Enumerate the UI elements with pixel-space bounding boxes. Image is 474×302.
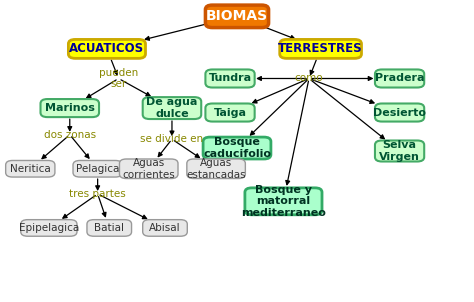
- Text: pueden
ser: pueden ser: [99, 68, 138, 89]
- FancyBboxPatch shape: [68, 40, 146, 58]
- Text: Batial: Batial: [94, 223, 124, 233]
- Text: Taiga: Taiga: [213, 108, 246, 117]
- FancyBboxPatch shape: [119, 159, 178, 178]
- Text: tres partes: tres partes: [69, 189, 126, 199]
- Text: TERRESTRES: TERRESTRES: [278, 42, 363, 55]
- FancyBboxPatch shape: [6, 160, 55, 177]
- Text: Pelagica: Pelagica: [76, 164, 119, 174]
- FancyBboxPatch shape: [21, 220, 77, 236]
- Text: BIOMAS: BIOMAS: [206, 9, 268, 23]
- Text: se divide en: se divide en: [140, 134, 203, 144]
- FancyBboxPatch shape: [375, 69, 424, 88]
- Text: Desierto: Desierto: [373, 108, 426, 117]
- Text: Bosque
caducifolio: Bosque caducifolio: [203, 137, 271, 159]
- FancyBboxPatch shape: [73, 160, 122, 177]
- FancyBboxPatch shape: [205, 104, 255, 121]
- Text: Tundra: Tundra: [209, 73, 252, 83]
- Text: De agua
dulce: De agua dulce: [146, 97, 198, 119]
- FancyBboxPatch shape: [280, 40, 362, 58]
- Text: Neritica: Neritica: [10, 164, 51, 174]
- Text: Selva
Virgen: Selva Virgen: [379, 140, 420, 162]
- FancyBboxPatch shape: [203, 137, 271, 159]
- FancyBboxPatch shape: [205, 69, 255, 88]
- Text: Aguas
estancadas: Aguas estancadas: [186, 158, 246, 180]
- FancyBboxPatch shape: [245, 188, 322, 215]
- FancyBboxPatch shape: [187, 159, 246, 178]
- Text: Aguas
corrientes: Aguas corrientes: [122, 158, 175, 180]
- FancyBboxPatch shape: [143, 220, 187, 236]
- FancyBboxPatch shape: [205, 5, 269, 27]
- FancyBboxPatch shape: [40, 99, 99, 117]
- Text: Marinos: Marinos: [45, 103, 95, 113]
- Text: Abisal: Abisal: [149, 223, 181, 233]
- Text: ACUATICOS: ACUATICOS: [69, 42, 145, 55]
- Text: Pradera: Pradera: [375, 73, 424, 83]
- FancyBboxPatch shape: [143, 97, 201, 119]
- Text: dos zonas: dos zonas: [44, 130, 96, 140]
- FancyBboxPatch shape: [375, 104, 424, 121]
- Text: Bosque y
matorral
mediterraneo: Bosque y matorral mediterraneo: [241, 185, 326, 218]
- Text: como: como: [295, 73, 323, 83]
- Text: Epipelagica: Epipelagica: [19, 223, 79, 233]
- FancyBboxPatch shape: [375, 140, 424, 162]
- FancyBboxPatch shape: [87, 220, 132, 236]
